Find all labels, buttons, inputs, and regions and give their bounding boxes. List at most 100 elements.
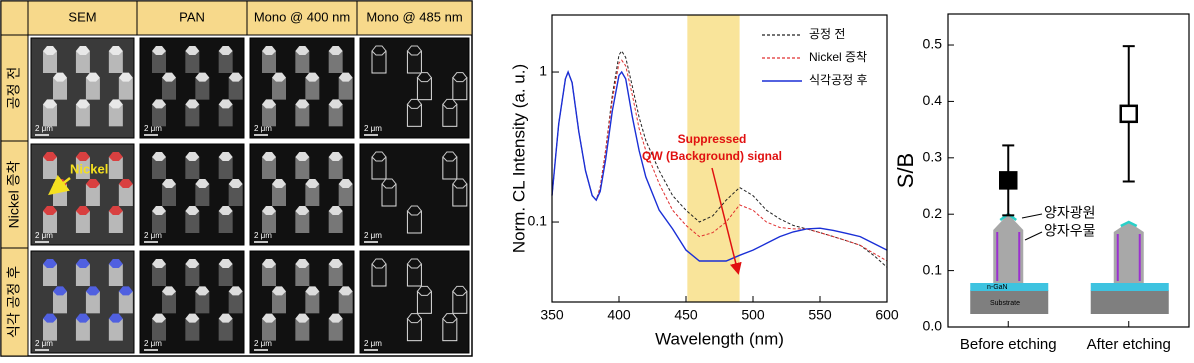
pillar-top xyxy=(442,313,458,324)
pillar-top xyxy=(43,46,57,55)
x-tick-label: Before etching xyxy=(960,336,1057,353)
y-tick-label: 1 xyxy=(539,63,547,79)
y-axis-label: Norm. CL Intensity (a. u.) xyxy=(509,64,528,253)
pillar xyxy=(162,184,176,206)
pillar xyxy=(338,291,353,314)
row-header: 식각 공정 후 xyxy=(6,266,22,338)
pillar-top xyxy=(295,259,310,268)
pillar-top xyxy=(43,206,57,215)
pillar xyxy=(338,184,353,206)
pillar xyxy=(118,184,133,206)
pillar xyxy=(328,211,343,233)
scale-bar-label: 2 μm xyxy=(35,231,53,240)
pillar-top xyxy=(371,45,387,56)
pillar xyxy=(152,157,166,179)
pillar xyxy=(305,77,320,100)
spectrum-line xyxy=(551,70,888,262)
pillar xyxy=(195,77,210,100)
pillar xyxy=(75,51,90,73)
pillar-top xyxy=(328,313,343,323)
inset-pointer xyxy=(1021,213,1043,219)
pillar xyxy=(185,104,200,127)
pillar xyxy=(185,211,200,233)
pillar-top xyxy=(262,259,276,268)
column-header: SEM xyxy=(68,9,96,24)
pillar-top xyxy=(108,46,123,55)
pillar-top xyxy=(416,285,433,296)
pillar-top xyxy=(452,178,468,189)
pillar-top xyxy=(442,98,458,109)
pillar xyxy=(75,211,90,233)
pillar xyxy=(218,104,233,127)
highlight-band xyxy=(687,15,740,302)
pillar-top xyxy=(262,152,276,161)
pillar xyxy=(43,104,57,127)
pillar-top xyxy=(75,152,90,161)
pillar xyxy=(108,51,123,73)
pillar-top xyxy=(218,259,233,268)
pillar xyxy=(295,157,310,179)
scale-bar-label: 2 μm xyxy=(35,339,53,348)
pillar-top xyxy=(262,313,276,323)
pillar-top xyxy=(152,46,166,55)
pillar-top xyxy=(75,206,90,215)
pillar-top xyxy=(152,206,166,215)
pillar xyxy=(228,291,243,314)
pillar-top xyxy=(328,46,343,55)
pillar-top xyxy=(381,178,397,189)
pillar xyxy=(1113,222,1144,283)
pillar xyxy=(295,51,310,73)
pillar xyxy=(195,184,210,206)
pillar xyxy=(218,264,233,286)
quantum-dot xyxy=(1120,220,1138,228)
pillar-top xyxy=(185,206,200,215)
pillar xyxy=(43,211,57,233)
x-axis-label: Wavelength (nm) xyxy=(655,329,784,348)
pillar-top xyxy=(43,99,57,109)
pillar-top xyxy=(152,313,166,323)
pillar xyxy=(262,157,276,179)
pillar xyxy=(305,184,320,206)
annotation: QW (Background) signal xyxy=(642,149,782,163)
pillar xyxy=(295,318,310,341)
pillar-top xyxy=(218,46,233,55)
pillar-top xyxy=(195,179,210,188)
pillar xyxy=(272,291,286,314)
pillar xyxy=(305,291,320,314)
pillar-top xyxy=(218,152,233,161)
pillar-top xyxy=(406,313,423,324)
pillar xyxy=(108,318,123,341)
x-tick-label: 400 xyxy=(607,307,631,323)
pillar xyxy=(295,211,310,233)
pillar xyxy=(185,318,200,341)
pillar-top xyxy=(162,72,176,82)
pillar-top xyxy=(108,259,123,268)
row-header-cell xyxy=(0,34,29,142)
pillar xyxy=(75,318,90,341)
cl-spectrum-chart: 350 400 450 500 550 600 0.1 1 공정 전 Nickel 증착식각공정 … xyxy=(509,14,899,348)
pillar xyxy=(228,184,243,206)
x-tick-label: 350 xyxy=(540,307,564,323)
pillar-top xyxy=(185,313,200,323)
pillar-top xyxy=(338,179,353,188)
row-header: 공정 전 xyxy=(6,67,22,110)
pillar-top xyxy=(85,179,100,188)
pillar-top xyxy=(295,206,310,215)
pillar xyxy=(43,157,57,179)
pillar-top xyxy=(272,72,286,82)
inset-label: 양자광원 xyxy=(1044,205,1096,221)
plot-frame xyxy=(551,14,888,303)
pillar xyxy=(152,104,166,127)
substrate xyxy=(970,290,1049,314)
scale-bar-label: 2 μm xyxy=(144,124,162,133)
pillar xyxy=(162,291,176,314)
pillar xyxy=(85,184,100,206)
pillar xyxy=(185,157,200,179)
pillar-top xyxy=(272,286,286,296)
y-tick-label: 0.5 xyxy=(923,36,943,52)
pillar xyxy=(152,211,166,233)
pillar-top xyxy=(75,259,90,268)
pillar xyxy=(43,264,57,286)
